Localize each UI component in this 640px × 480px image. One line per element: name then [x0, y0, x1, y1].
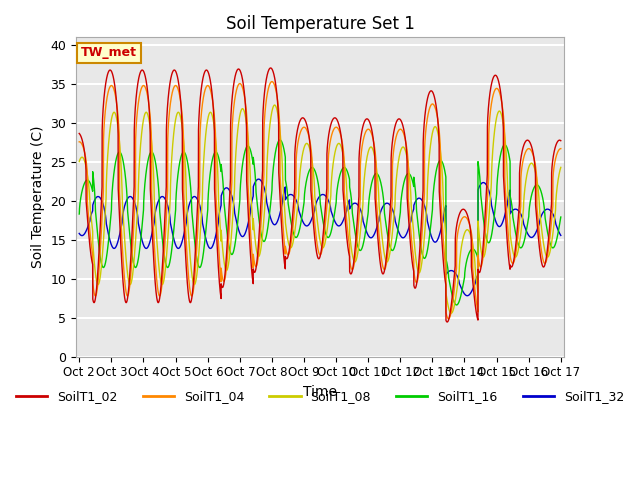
SoilT1_32 — [494, 223, 502, 228]
Legend: SoilT1_02, SoilT1_04, SoilT1_08, SoilT1_16, SoilT1_32: SoilT1_02, SoilT1_04, SoilT1_08, SoilT1_… — [11, 385, 629, 408]
SoilT1_32 — [383, 200, 390, 206]
SoilT1_08 — [76, 159, 83, 165]
SoilT1_16 — [556, 220, 564, 226]
SoilT1_04 — [494, 86, 502, 92]
SoilT1_04 — [556, 146, 564, 152]
SoilT1_04 — [383, 260, 390, 265]
Line: SoilT1_16: SoilT1_16 — [79, 140, 561, 305]
SoilT1_02 — [508, 264, 515, 270]
SoilT1_04 — [76, 139, 83, 144]
SoilT1_32 — [292, 196, 300, 202]
SoilT1_16 — [550, 244, 558, 250]
Line: SoilT1_08: SoilT1_08 — [79, 105, 561, 313]
SoilT1_08 — [271, 102, 278, 108]
SoilT1_04 — [550, 163, 558, 168]
SoilT1_32 — [557, 232, 564, 238]
SoilT1_08 — [550, 219, 558, 225]
SoilT1_08 — [494, 110, 502, 116]
Line: SoilT1_04: SoilT1_04 — [79, 82, 561, 319]
SoilT1_16 — [383, 226, 390, 231]
SoilT1_16 — [76, 211, 83, 217]
SoilT1_32 — [508, 209, 515, 215]
SoilT1_16 — [276, 137, 284, 143]
SoilT1_02 — [267, 65, 275, 71]
SoilT1_04 — [292, 191, 300, 197]
SoilT1_04 — [557, 146, 564, 152]
SoilT1_32 — [255, 176, 262, 182]
SoilT1_02 — [556, 137, 564, 143]
Title: Soil Temperature Set 1: Soil Temperature Set 1 — [225, 15, 415, 33]
SoilT1_08 — [447, 311, 455, 316]
SoilT1_08 — [383, 259, 390, 264]
SoilT1_16 — [508, 198, 515, 204]
SoilT1_08 — [557, 165, 564, 170]
SoilT1_02 — [550, 148, 558, 154]
SoilT1_04 — [445, 316, 452, 322]
SoilT1_32 — [556, 231, 564, 237]
SoilT1_04 — [508, 258, 515, 264]
Y-axis label: Soil Temperature (C): Soil Temperature (C) — [31, 126, 45, 268]
SoilT1_08 — [292, 221, 300, 227]
SoilT1_32 — [76, 230, 83, 236]
SoilT1_04 — [268, 79, 276, 84]
SoilT1_32 — [550, 214, 558, 220]
SoilT1_16 — [292, 235, 300, 240]
Text: TW_met: TW_met — [81, 47, 137, 60]
SoilT1_16 — [557, 214, 564, 220]
X-axis label: Time: Time — [303, 385, 337, 399]
SoilT1_16 — [452, 302, 460, 308]
SoilT1_02 — [76, 131, 83, 136]
SoilT1_08 — [556, 168, 564, 174]
SoilT1_02 — [557, 138, 564, 144]
Line: SoilT1_32: SoilT1_32 — [79, 179, 561, 296]
SoilT1_02 — [292, 138, 300, 144]
SoilT1_02 — [494, 76, 502, 82]
SoilT1_08 — [508, 239, 515, 244]
SoilT1_32 — [463, 293, 471, 299]
Line: SoilT1_02: SoilT1_02 — [79, 68, 561, 322]
SoilT1_02 — [383, 252, 390, 258]
SoilT1_16 — [494, 172, 502, 178]
SoilT1_02 — [444, 319, 451, 325]
